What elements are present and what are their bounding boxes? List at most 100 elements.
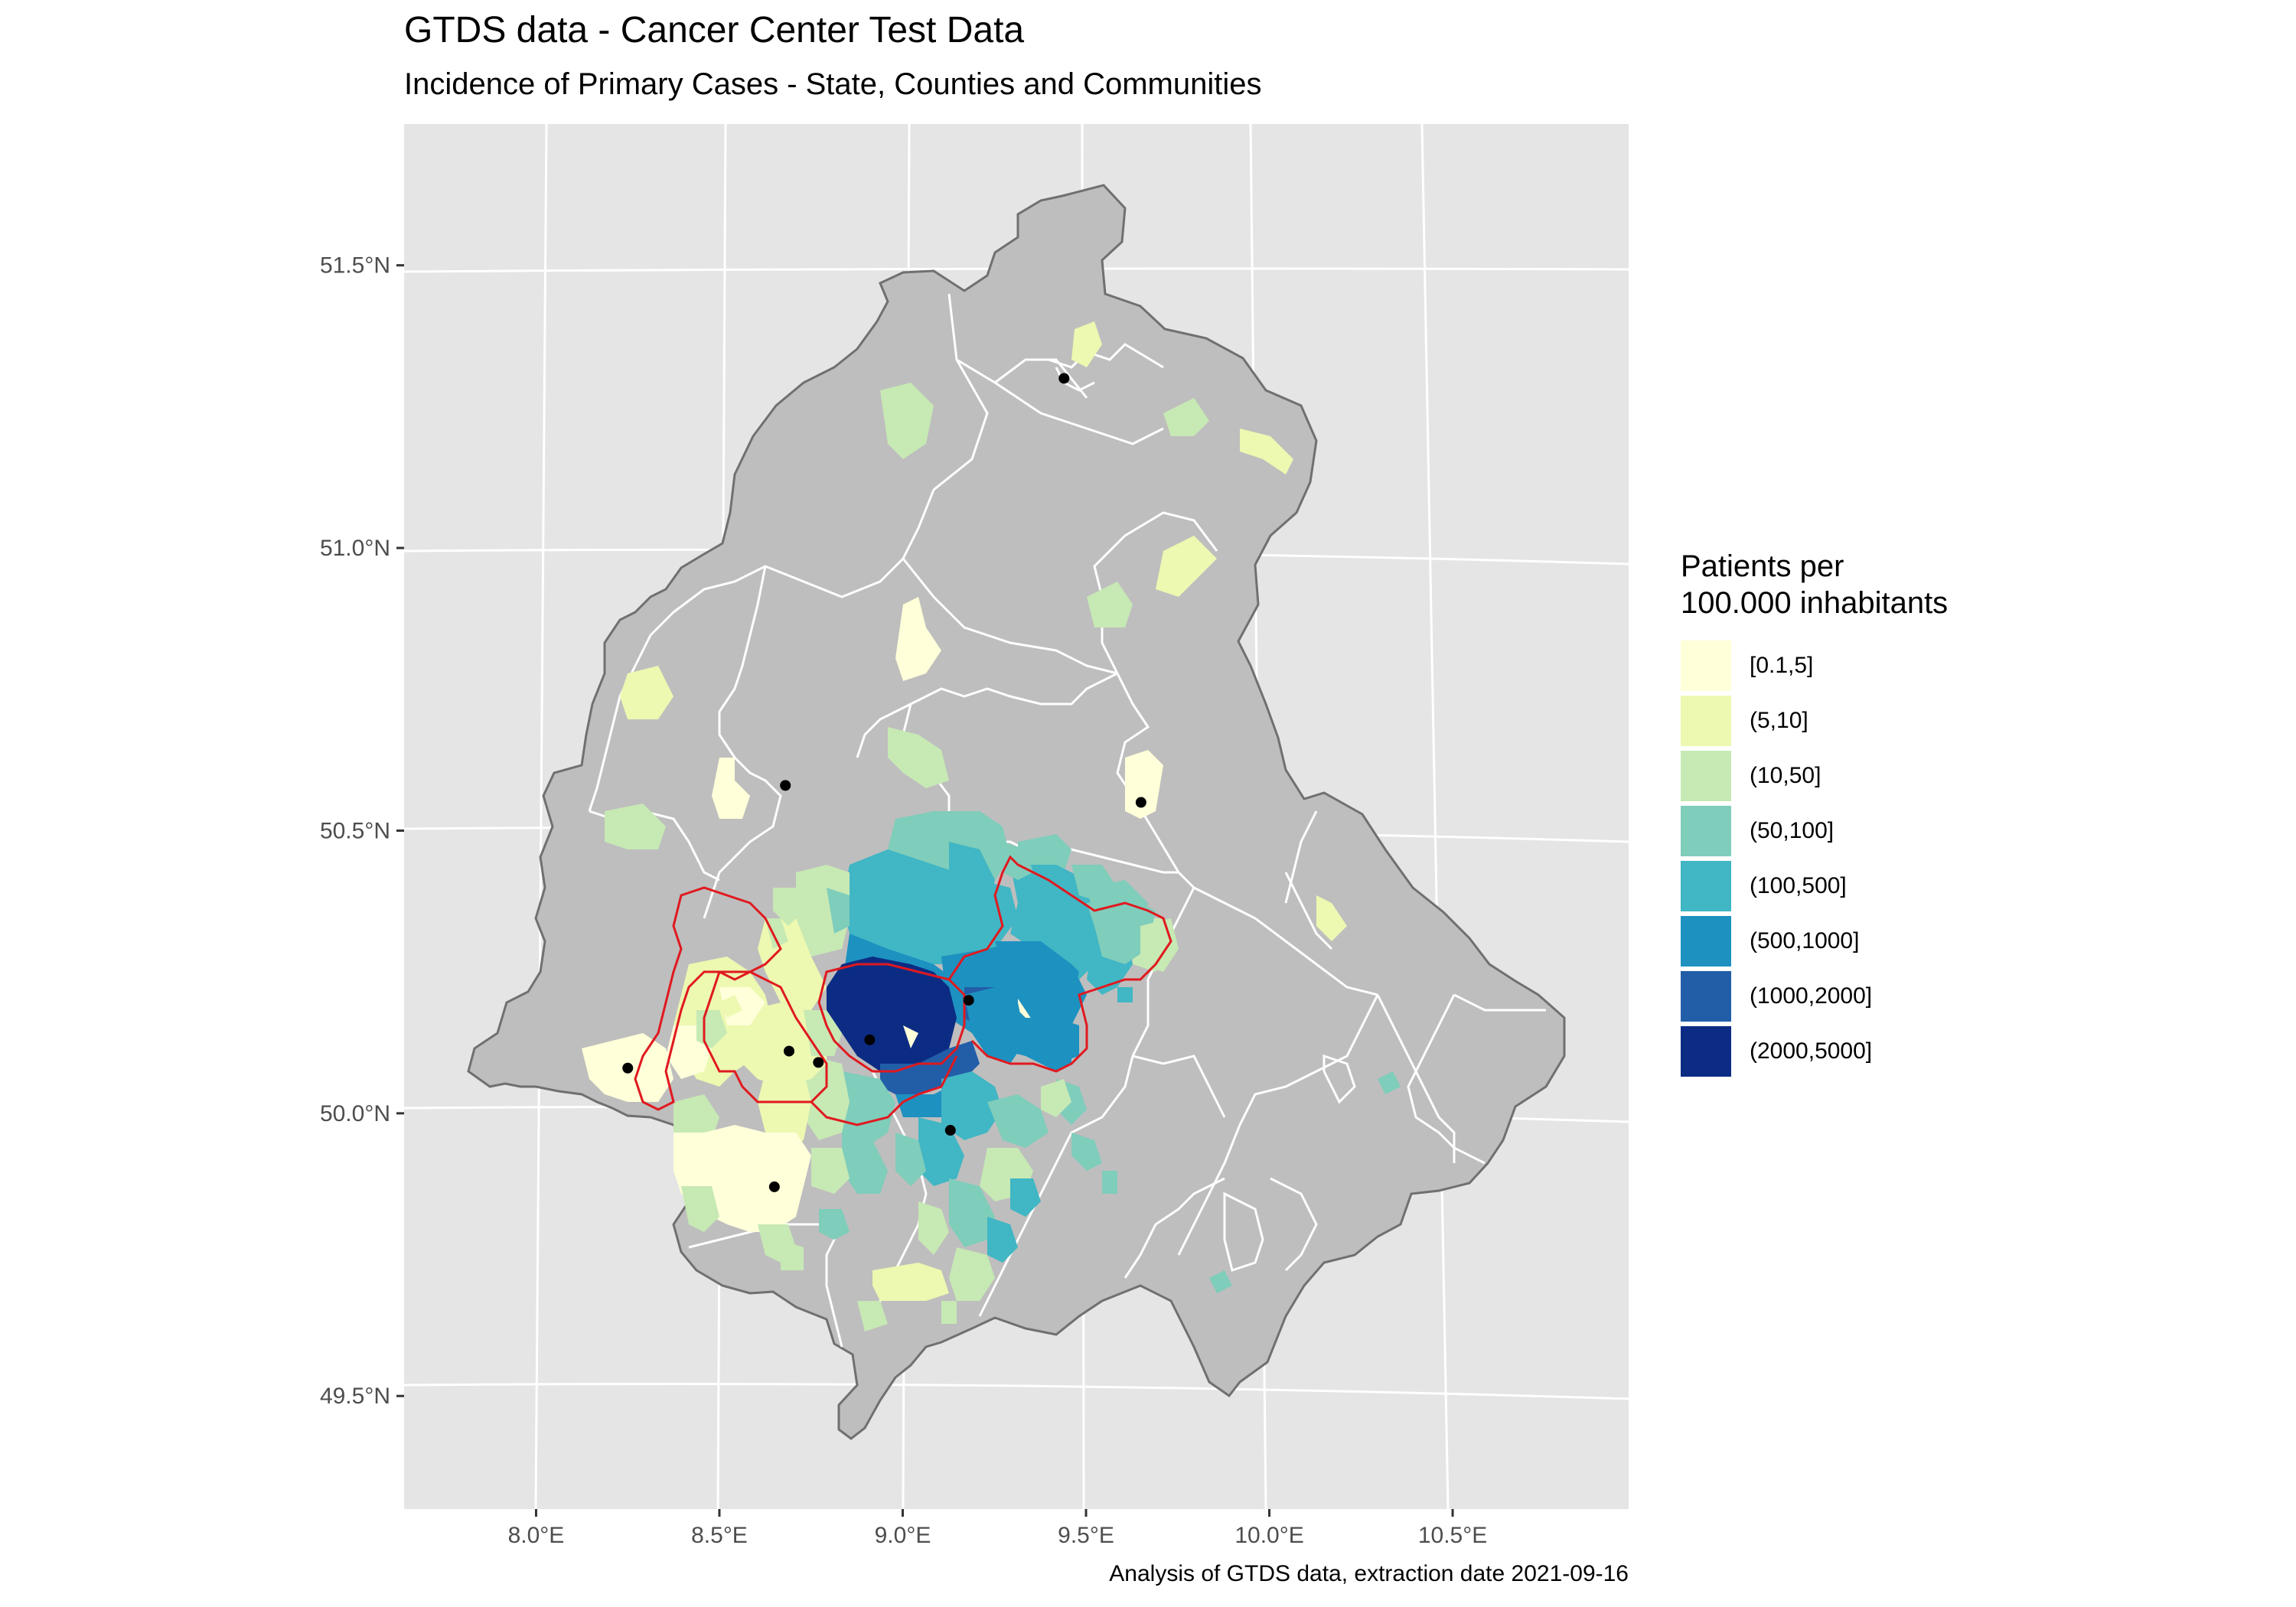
legend-swatch [1681,971,1731,1022]
region-class-10-50 [888,727,949,788]
legend-label: [0.1,5] [1750,653,1814,678]
x-tick-label: 8.5°E [691,1523,748,1548]
city-point [1135,797,1146,808]
city-point [963,995,974,1006]
legend-swatch [1681,641,1731,691]
region-class-10-50 [880,383,934,459]
county-borders [588,293,1546,1348]
x-tick-label: 9.5°E [1058,1523,1114,1548]
city-point [944,1125,956,1136]
region-class-10-50 [1087,582,1133,627]
region-class-10-50 [681,1186,719,1232]
region-class-50-100 [819,1209,850,1240]
region-class-5-10 [872,1263,949,1301]
legend-item: (10,50] [1681,748,1948,804]
region-class-500-1000 [995,941,1087,1033]
legend-swatch [1681,806,1731,856]
x-tick-label: 10.5°E [1418,1523,1487,1548]
legend-label: (2000,5000] [1750,1038,1873,1064]
region-class-10-50 [1163,398,1209,436]
state-outline [467,184,1566,1440]
city-point [780,780,791,791]
region-class-0-5 [712,758,750,819]
choropleth-regions [582,321,1401,1332]
region-class-500-1000 [1018,1018,1079,1064]
legend-label: (100,500] [1750,873,1847,898]
chart-title: GTDS data - Cancer Center Test Data [404,10,1025,51]
region-class-10-50 [811,1148,850,1194]
legend-title: Patients per 100.000 inhabitants [1681,548,1948,621]
caption: Analysis of GTDS data, extraction date 2… [1109,1561,1629,1586]
legend-swatch [1681,861,1731,911]
region-class-50-100 [949,1178,995,1247]
legend-item: (1000,2000] [1681,969,1948,1024]
legend-item: [0.1,5] [1681,638,1948,693]
region-class-5-10 [620,666,673,719]
city-point [1058,373,1070,384]
region-class-10-50 [796,880,834,926]
region-class-50-100 [1003,842,1033,880]
region-class-0-5 [1125,750,1163,819]
grid-lat-49-5 [403,1382,1629,1400]
region-class-10-50 [941,1301,957,1324]
region-class-10-50 [758,1224,796,1263]
city-point [768,1181,780,1192]
legend-items: [0.1,5] (5,10] (10,50] (50,100] (100,500] (50… [1681,638,1948,1079]
region-class-10-50 [773,888,804,926]
legend-item: (5,10] [1681,693,1948,748]
region-class-10-50 [949,1247,995,1301]
legend-label: (5,10] [1750,708,1808,733]
y-tick-label: 51.5°N [320,253,390,279]
region-class-5-10 [719,995,742,1018]
region-class-100-500 [1041,903,1102,964]
region-class-10-50 [918,1201,949,1255]
region-class-100-500 [949,842,995,918]
region-class-100-500 [941,1071,1003,1140]
grid-lon-8-0 [534,123,548,1510]
region-class-50-100 [1071,865,1117,903]
region-class-10-50 [765,918,788,949]
city-point [813,1057,824,1068]
axis-ticks [396,264,1454,1517]
region-class-50-100 [842,1133,888,1194]
region-class-100-500 [1010,1178,1041,1217]
region-class-10-50 [1140,918,1179,972]
legend: Patients per 100.000 inhabitants [0.1,5]… [1681,548,1948,1079]
region-class-50-100 [1071,1133,1102,1171]
region-class-5-10 [742,1002,827,1087]
region-class-50-100 [1209,1270,1232,1293]
city-point [864,1034,876,1045]
legend-title-line1: Patients per [1681,549,1844,583]
legend-swatch [1681,696,1731,746]
legend-item: (100,500] [1681,859,1948,914]
legend-label: (1000,2000] [1750,983,1873,1009]
x-tick-label: 10.0°E [1234,1523,1303,1548]
region-class-5-10 [1240,429,1293,474]
region-class-10-50 [605,804,666,849]
legend-label: (10,50] [1750,763,1821,788]
region-class-50-100 [827,888,850,934]
y-tick-label: 49.5°N [320,1384,390,1409]
y-tick-label: 50.5°N [320,818,390,843]
region-class-50-100 [1102,1171,1117,1194]
legend-swatch [1681,751,1731,801]
legend-title-line2: 100.000 inhabitants [1681,586,1949,620]
region-class-500-1000 [964,987,1026,1064]
city-point [622,1062,634,1074]
region-class-10-50 [1041,1079,1071,1117]
region-class-5-10 [1156,536,1217,597]
legend-label: (500,1000] [1750,928,1860,953]
highlighted-county-borders [634,855,1172,1126]
x-tick-label: 8.0°E [508,1523,565,1548]
region-class-50-100 [895,1133,926,1186]
region-class-50-100 [1087,895,1156,964]
y-tick-label: 50.0°N [320,1101,390,1126]
legend-swatch [1681,1026,1731,1077]
legend-swatch [1681,916,1731,966]
city-point [783,1045,794,1057]
region-class-100-500 [1117,987,1133,1002]
legend-item: (500,1000] [1681,914,1948,969]
region-class-50-100 [1378,1071,1401,1094]
legend-label: (50,100] [1750,818,1835,843]
